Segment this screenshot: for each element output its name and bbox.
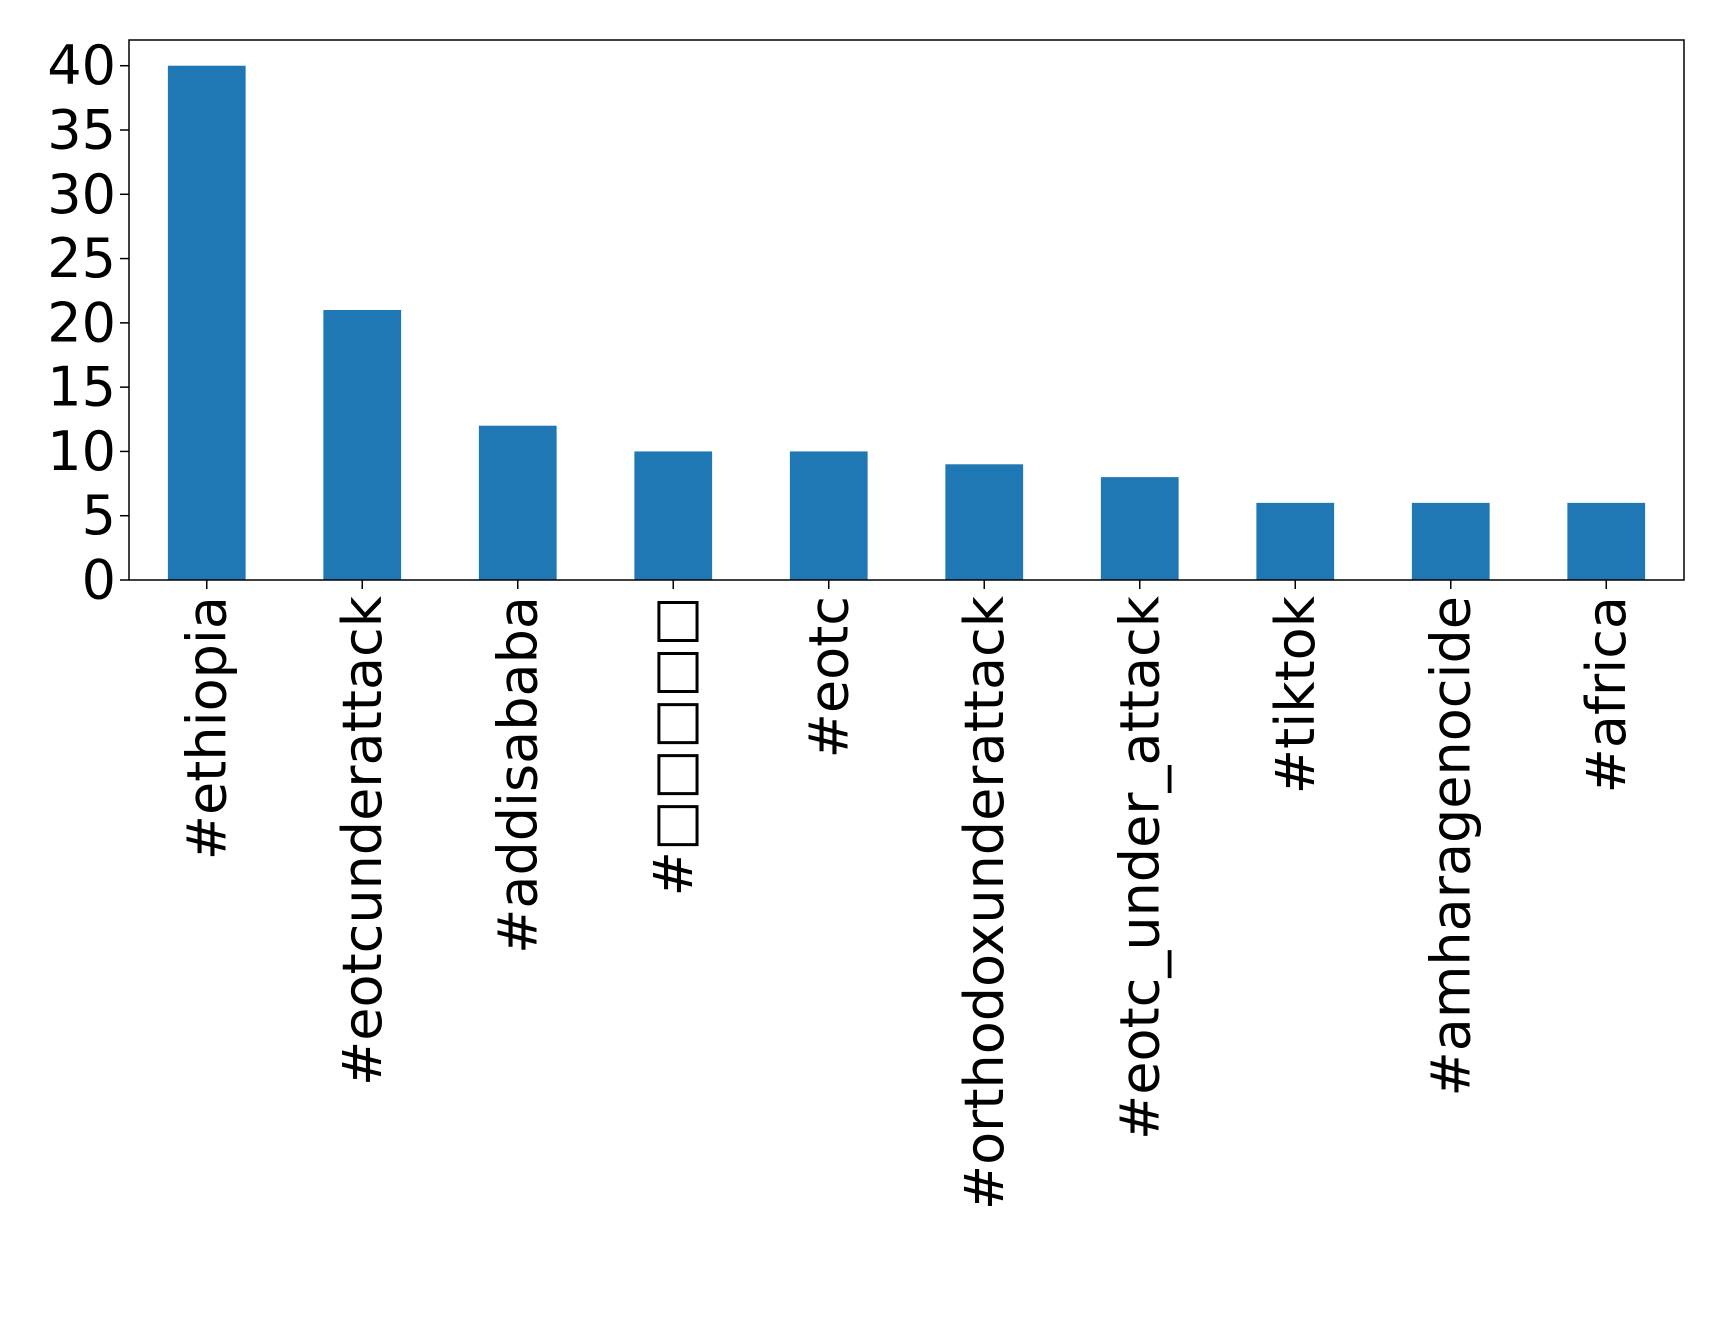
bar-4 — [789, 451, 868, 580]
bar-0 — [167, 65, 246, 580]
x-tick-label-1: #eotcunderattack — [331, 595, 394, 1086]
bar-1 — [323, 310, 402, 580]
x-tick-label-6: #eotc_under_attack — [1108, 595, 1171, 1140]
y-tick-label-2: 10 — [47, 420, 116, 483]
bar-8 — [1411, 502, 1490, 580]
y-tick-label-1: 5 — [82, 484, 116, 547]
x-tick-label-7: #tiktok — [1264, 595, 1327, 794]
y-tick-label-4: 20 — [47, 291, 116, 354]
x-tick-label-5: #orthodoxunderattack — [953, 595, 1016, 1210]
x-tick-label-0: #ethiopia — [175, 596, 238, 860]
x-tick-label-9: #africa — [1575, 596, 1638, 793]
x-tick-label-4: #eotc — [797, 596, 860, 758]
x-tick-label-2: #addisababa — [486, 596, 549, 954]
y-tick-label-5: 25 — [47, 227, 116, 290]
bar-2 — [478, 425, 557, 580]
bar-6 — [1100, 477, 1179, 580]
bar-3 — [634, 451, 713, 580]
y-tick-label-0: 0 — [82, 549, 116, 612]
x-tick-label-8: #amharagenocide — [1419, 596, 1482, 1097]
y-tick-label-6: 30 — [47, 163, 116, 226]
x-tick-label-3: #□□□□□ — [642, 596, 705, 896]
bar-9 — [1567, 502, 1646, 580]
bar-7 — [1256, 502, 1335, 580]
bar-5 — [945, 464, 1024, 580]
y-tick-label-7: 35 — [47, 99, 116, 162]
y-tick-label-3: 15 — [47, 356, 116, 419]
x-axis: #ethiopia #eotcunderattack #addisababa #□□□… — [175, 580, 1638, 1210]
y-tick-label-8: 40 — [47, 34, 116, 97]
bars-group — [167, 65, 1646, 580]
plot-frame — [128, 39, 1685, 581]
